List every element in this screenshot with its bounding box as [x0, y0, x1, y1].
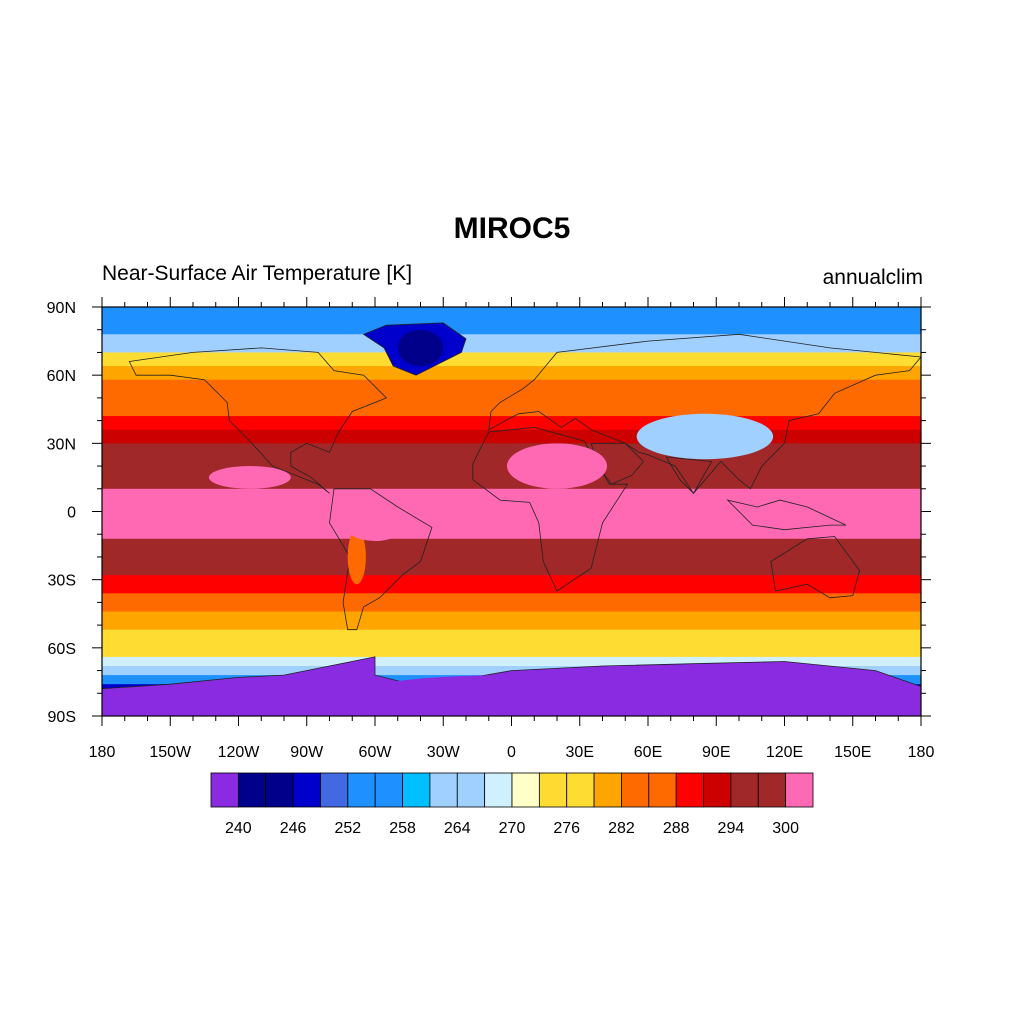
latitude-labels: 90N 60N 30N 0 30S 60S 90S [47, 300, 76, 726]
andes-cold-anomaly [347, 529, 366, 585]
lon-tick-label: 120W [218, 744, 261, 761]
colorbar-box [511, 772, 540, 808]
colorbar-label: 276 [553, 820, 580, 837]
temperature-band [102, 488, 921, 540]
colorbar-label: 258 [389, 820, 416, 837]
colorbar-box [484, 772, 513, 808]
colorbar-box [785, 772, 814, 808]
colorbar-box [648, 772, 677, 808]
east-pacific-warm-pool [208, 466, 291, 489]
colorbar-label: 246 [280, 820, 307, 837]
lat-tick-label: 60N [47, 368, 76, 385]
temperature-band [102, 656, 921, 667]
temperature-field [102, 307, 921, 716]
temperature-band [102, 593, 921, 612]
temperature-band [102, 429, 921, 444]
colorbar-box [374, 772, 403, 808]
temperature-band [102, 366, 921, 381]
temperature-band [102, 575, 921, 594]
temperature-band [102, 538, 921, 576]
temperature-band [102, 352, 921, 367]
temperature-band [102, 643, 921, 658]
colorbar-box [347, 772, 376, 808]
lon-tick-label: 60E [634, 744, 662, 761]
lat-tick-label: 90S [48, 709, 76, 726]
colorbar-box [730, 772, 759, 808]
africa-outline [472, 426, 629, 592]
colorbar-label: 264 [444, 820, 471, 837]
colorbar-box [675, 772, 704, 808]
india-outline [665, 456, 713, 494]
colorbar-box [538, 772, 568, 808]
australia-outline [770, 536, 861, 599]
colorbar-box [210, 772, 239, 808]
temperature-band [102, 379, 921, 399]
colorbar-box [292, 772, 321, 808]
colorbar-label: 252 [334, 820, 361, 837]
colorbar-label: 282 [608, 820, 635, 837]
colorbar-box [429, 772, 458, 808]
continent-outlines [102, 322, 921, 716]
colorbar-box [621, 772, 650, 808]
temperature-band [102, 397, 921, 417]
lon-tick-label: 90E [702, 744, 730, 761]
sahara-warm-anomaly [506, 443, 608, 489]
temperature-band [102, 611, 921, 631]
lat-tick-label: 60S [48, 641, 76, 658]
colorbar-label: 288 [663, 820, 690, 837]
lon-tick-label: 30E [566, 744, 594, 761]
lon-tick-label: 180 [89, 744, 116, 761]
temperature-band [102, 334, 921, 353]
colorbar-label: 300 [772, 820, 799, 837]
antarctic-plateau [375, 675, 648, 703]
temperature-band [102, 629, 921, 644]
colorbar-box [237, 772, 267, 808]
lat-tick-label: 0 [67, 505, 76, 522]
colorbar-box [566, 772, 595, 808]
greenland-ice-cap [397, 329, 444, 367]
lat-tick-label: 30N [47, 436, 76, 453]
indonesia-outline [726, 499, 847, 531]
temperature-band [102, 307, 921, 335]
amazon-warm-anomaly [343, 504, 407, 542]
namerica-outline [128, 347, 388, 494]
lon-tick-label: 30W [427, 744, 461, 761]
lon-tick-label: 180 [908, 744, 935, 761]
colorbar-box [456, 772, 486, 808]
lat-tick-label: 90N [47, 300, 76, 317]
lon-tick-label: 150W [149, 744, 192, 761]
colorbar-box [593, 772, 622, 808]
colorbar-box [320, 772, 349, 808]
lon-tick-label: 0 [507, 744, 516, 761]
colorbar-label: 294 [718, 820, 745, 837]
colorbar-box [703, 772, 732, 808]
variable-subtitle: Near-Surface Air Temperature [K] [102, 262, 413, 285]
lon-tick-label: 120E [766, 744, 803, 761]
lon-tick-label: 90W [290, 744, 324, 761]
lon-tick-label: 150E [834, 744, 871, 761]
colorbar-labels: 240 246 252 258 264 270 276 282 288 294 300 [225, 820, 799, 837]
colorbar [210, 772, 814, 808]
lat-tick-label: 30S [48, 573, 76, 590]
period-subtitle: annualclim [822, 266, 923, 289]
colorbar-box [757, 772, 787, 808]
colorbar-box [402, 772, 431, 808]
eurasia-outline [488, 333, 921, 494]
colorbar-label: 270 [499, 820, 526, 837]
colorbar-box [265, 772, 294, 808]
longitude-labels: 180 150W 120W 90W 60W 30W 0 30E 60E 90E 120E 150E 18… [89, 744, 935, 761]
chart-title: MIROC5 [453, 212, 571, 245]
tibet-cold-anomaly [636, 413, 774, 460]
colorbar-label: 240 [225, 820, 252, 837]
lon-tick-label: 60W [359, 744, 393, 761]
